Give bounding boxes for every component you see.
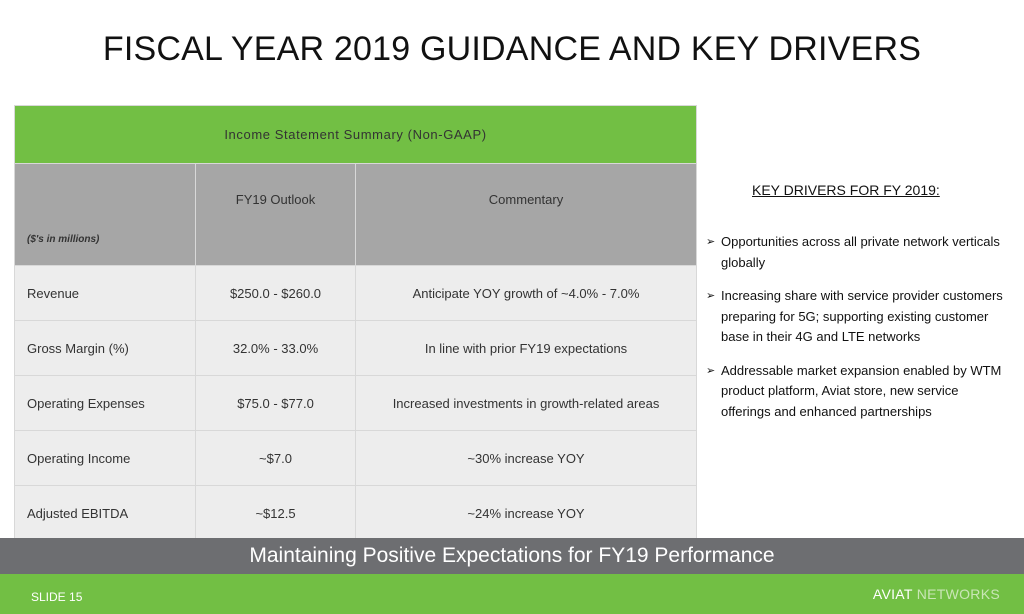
table-banner: Income Statement Summary (Non-GAAP) [13, 105, 698, 164]
driver-line: base in their 4G and LTE networks [721, 329, 921, 344]
list-item: ➢ Addressable market expansion enabled b… [706, 361, 1021, 423]
units-label: ($'s in millions) [14, 163, 196, 266]
col-commentary-header: Commentary [354, 163, 698, 266]
row-metric: Operating Income [14, 430, 196, 486]
driver-line: Opportunities across all private network… [721, 234, 1000, 249]
key-drivers-list: ➢ Opportunities across all private netwo… [706, 232, 1021, 422]
brand-part1: AVIAT [872, 586, 913, 602]
row-outlook: 32.0% - 33.0% [195, 320, 356, 376]
list-item: ➢ Increasing share with service provider… [706, 286, 1021, 348]
key-drivers-title: KEY DRIVERS FOR FY 2019: [752, 182, 940, 198]
row-metric: Operating Expenses [14, 375, 196, 431]
page-title: FISCAL YEAR 2019 GUIDANCE AND KEY DRIVER… [102, 30, 922, 68]
table-row: Operating Income ~$7.0 ~30% increase YOY [14, 430, 698, 486]
driver-line: offerings and enhanced partnerships [721, 403, 932, 419]
arrow-bullet-icon: ➢ [706, 290, 716, 302]
row-outlook: $75.0 - $77.0 [195, 375, 356, 431]
table-row: Gross Margin (%) 32.0% - 33.0% In line w… [14, 320, 698, 376]
row-commentary: ~24% increase YOY [354, 485, 698, 541]
col-outlook-header: FY19 Outlook [195, 163, 356, 266]
row-commentary: In line with prior FY19 expectations [354, 320, 698, 376]
income-statement-table: Income Statement Summary (Non-GAAP) ($'s… [13, 105, 698, 541]
arrow-bullet-icon: ➢ [706, 236, 716, 248]
driver-line: Increasing share with service provider c… [721, 288, 1003, 303]
expectations-banner: Maintaining Positive Expectations for FY… [0, 538, 1024, 574]
brand-part2: NETWORKS [916, 586, 1000, 602]
driver-line: globally [721, 254, 766, 270]
driver-line: product platform, Aviat store, new servi… [721, 383, 959, 398]
row-commentary: ~30% increase YOY [354, 430, 698, 486]
row-outlook: ~$7.0 [195, 430, 356, 486]
row-outlook: ~$12.5 [195, 485, 356, 541]
table-row: Operating Expenses $75.0 - $77.0 Increas… [14, 375, 698, 431]
row-metric: Adjusted EBITDA [14, 485, 196, 541]
driver-line: Addressable market expansion enabled by … [721, 362, 1002, 378]
table-row: Adjusted EBITDA ~$12.5 ~24% increase YOY [14, 485, 698, 541]
list-item: ➢ Opportunities across all private netwo… [706, 232, 1021, 273]
brand-logo: AVIAT NETWORKS [873, 586, 1000, 602]
table-row: Revenue $250.0 - $260.0 Anticipate YOY g… [14, 265, 698, 321]
row-metric: Revenue [14, 265, 196, 321]
slide-number: SLIDE 15 [31, 590, 83, 604]
row-metric: Gross Margin (%) [14, 320, 196, 376]
arrow-bullet-icon: ➢ [706, 364, 716, 377]
row-outlook: $250.0 - $260.0 [195, 265, 356, 321]
footer-bar: SLIDE 15 AVIAT NETWORKS [0, 574, 1024, 614]
row-commentary: Increased investments in growth-related … [354, 375, 698, 431]
row-commentary: Anticipate YOY growth of ~4.0% - 7.0% [354, 265, 698, 321]
driver-line: preparing for 5G; supporting existing cu… [721, 308, 989, 324]
